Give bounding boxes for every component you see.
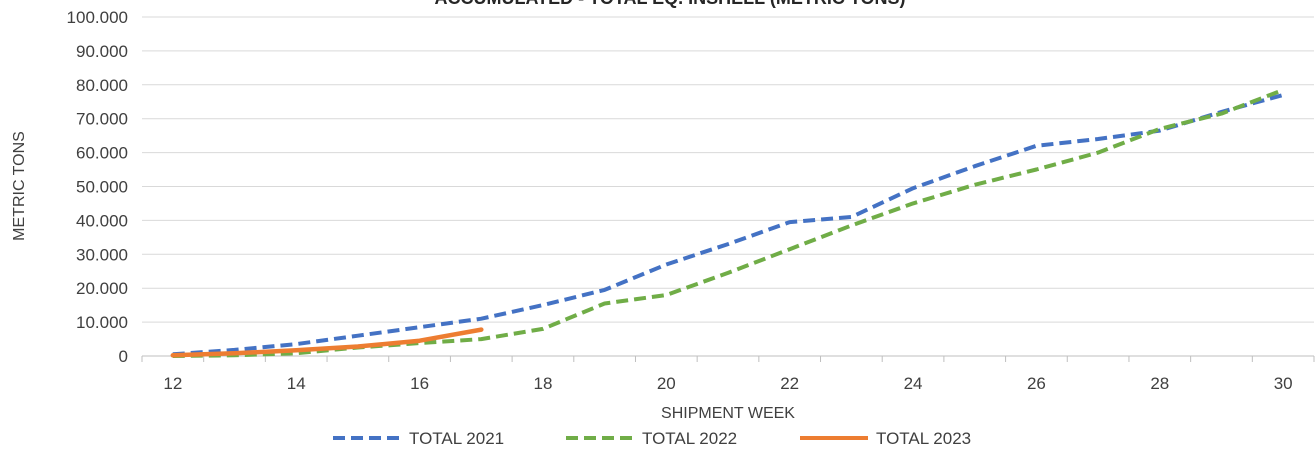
y-tick-label: 70.000 [76,110,128,129]
y-tick-label: 20.000 [76,279,128,298]
y-tick-label: 30.000 [76,245,128,264]
y-tick-label: 0 [119,347,128,366]
x-tick-label: 26 [1027,374,1046,393]
x-tick-label: 18 [533,374,552,393]
series-line-2 [172,88,1284,358]
series-lines [170,88,1284,358]
x-tick-label: 28 [1150,374,1169,393]
y-tick-label: 10.000 [76,313,128,332]
y-tick-label: 80.000 [76,76,128,95]
legend: TOTAL 2021 TOTAL 2022 TOTAL 2023 [333,429,971,448]
y-tick-label: 90.000 [76,42,128,61]
legend-label: TOTAL 2022 [642,429,737,448]
series-line-1 [172,93,1284,357]
legend-label: TOTAL 2021 [409,429,504,448]
x-tick-label: 12 [163,374,182,393]
axes: 0 10.000 20.000 30.000 40.000 50.000 60.000 70.… [67,8,1315,393]
x-tick-label: 20 [657,374,676,393]
y-tick-label: 60.000 [76,144,128,163]
y-tick-label: 100.000 [67,8,128,27]
y-tick-label: 40.000 [76,211,128,230]
x-tick-label: 16 [410,374,429,393]
x-tick-label: 24 [904,374,923,393]
y-tick-label: 50.000 [76,178,128,197]
x-tick-label: 14 [287,374,306,393]
x-tick-label: 30 [1274,374,1293,393]
x-tick-label: 22 [780,374,799,393]
legend-label: TOTAL 2023 [876,429,971,448]
gridlines [142,16,1314,323]
series-line-3 [170,327,484,358]
x-axis-title: SHIPMENT WEEK [661,405,795,422]
chart-title: ACCUMULATED - TOTAL EQ. INSHELL (METRIC … [435,0,906,8]
y-axis-title: METRIC TONS [11,131,28,241]
